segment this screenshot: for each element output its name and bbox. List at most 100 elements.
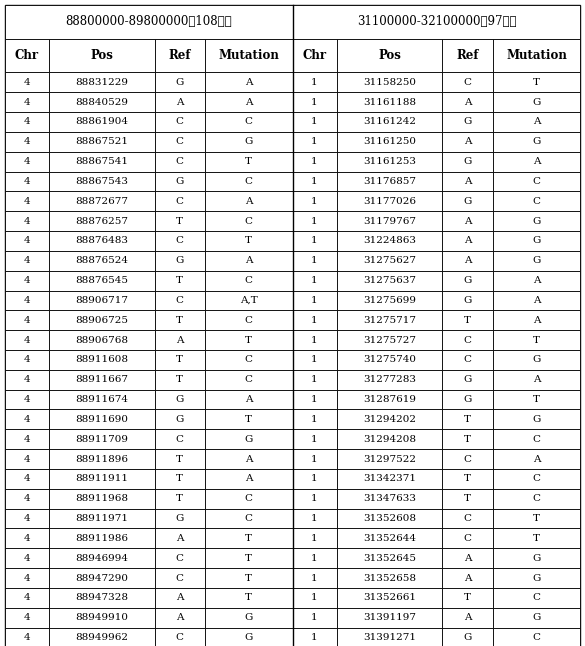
Text: 31161188: 31161188: [363, 98, 416, 107]
Bar: [205, 191, 292, 211]
Bar: [5, 390, 49, 410]
Bar: [442, 508, 493, 528]
Text: 31275699: 31275699: [363, 296, 416, 305]
Text: A: A: [176, 534, 184, 543]
Bar: [5, 528, 49, 548]
Bar: [442, 112, 493, 132]
Text: 4: 4: [23, 137, 30, 146]
Bar: [205, 508, 292, 528]
Text: 1: 1: [311, 633, 318, 642]
Bar: [5, 310, 49, 330]
Bar: [49, 350, 154, 370]
Text: T: T: [464, 435, 471, 444]
Bar: [493, 508, 580, 528]
Text: 1: 1: [311, 613, 318, 622]
Bar: [49, 152, 154, 171]
Bar: [205, 608, 292, 628]
Bar: [5, 72, 49, 92]
Bar: [493, 449, 580, 469]
Text: 4: 4: [23, 534, 30, 543]
Text: T: T: [464, 494, 471, 503]
Bar: [205, 410, 292, 430]
Text: 31275637: 31275637: [363, 276, 416, 285]
Text: C: C: [464, 534, 472, 543]
Text: 88906725: 88906725: [75, 316, 128, 325]
Bar: [292, 330, 336, 350]
Text: 1: 1: [311, 355, 318, 364]
Text: T: T: [176, 276, 183, 285]
Bar: [336, 628, 442, 646]
Bar: [442, 588, 493, 608]
Bar: [49, 112, 154, 132]
Bar: [336, 370, 442, 390]
Bar: [154, 251, 205, 271]
Text: T: T: [533, 335, 540, 344]
Text: 88906768: 88906768: [75, 335, 128, 344]
Bar: [442, 489, 493, 508]
Text: 4: 4: [23, 236, 30, 245]
Bar: [49, 410, 154, 430]
Text: G: G: [532, 98, 541, 107]
Bar: [336, 528, 442, 548]
Bar: [49, 449, 154, 469]
Bar: [49, 489, 154, 508]
Text: 4: 4: [23, 157, 30, 166]
Bar: [154, 430, 205, 449]
Text: 31176857: 31176857: [363, 177, 416, 186]
Bar: [493, 548, 580, 568]
Text: C: C: [176, 296, 184, 305]
Text: A: A: [245, 78, 253, 87]
Text: T: T: [245, 236, 252, 245]
Bar: [205, 330, 292, 350]
Text: 31352645: 31352645: [363, 554, 416, 563]
Bar: [292, 152, 336, 171]
Text: 88911971: 88911971: [75, 514, 128, 523]
Text: A: A: [464, 177, 472, 186]
Bar: [336, 211, 442, 231]
Text: Chr: Chr: [15, 49, 39, 62]
Text: A: A: [533, 375, 541, 384]
Bar: [442, 39, 493, 72]
Bar: [154, 152, 205, 171]
Text: 4: 4: [23, 296, 30, 305]
Bar: [154, 350, 205, 370]
Text: T: T: [245, 554, 252, 563]
Text: T: T: [464, 594, 471, 603]
Text: 88911709: 88911709: [75, 435, 128, 444]
Bar: [493, 191, 580, 211]
Bar: [292, 588, 336, 608]
Bar: [336, 410, 442, 430]
Bar: [154, 489, 205, 508]
Text: G: G: [463, 276, 472, 285]
Bar: [154, 390, 205, 410]
Text: T: T: [176, 355, 183, 364]
Bar: [5, 39, 49, 72]
Text: 88946994: 88946994: [75, 554, 128, 563]
Bar: [5, 430, 49, 449]
Text: C: C: [245, 177, 253, 186]
Bar: [5, 330, 49, 350]
Bar: [49, 92, 154, 112]
Text: T: T: [464, 474, 471, 483]
Bar: [49, 39, 154, 72]
Bar: [292, 430, 336, 449]
Text: G: G: [176, 177, 184, 186]
Text: 1: 1: [311, 534, 318, 543]
Bar: [292, 528, 336, 548]
Text: A: A: [464, 137, 472, 146]
Bar: [154, 628, 205, 646]
Bar: [154, 39, 205, 72]
Bar: [5, 608, 49, 628]
Text: C: C: [464, 335, 472, 344]
Text: 31275727: 31275727: [363, 335, 416, 344]
Text: A: A: [533, 296, 541, 305]
Text: 1: 1: [311, 594, 318, 603]
Text: 88800000-89800000（108个）: 88800000-89800000（108个）: [66, 16, 232, 28]
Text: C: C: [532, 197, 541, 206]
Bar: [5, 350, 49, 370]
Bar: [49, 430, 154, 449]
Text: 4: 4: [23, 256, 30, 266]
Text: 1: 1: [311, 137, 318, 146]
Bar: [49, 548, 154, 568]
Text: A: A: [245, 98, 253, 107]
